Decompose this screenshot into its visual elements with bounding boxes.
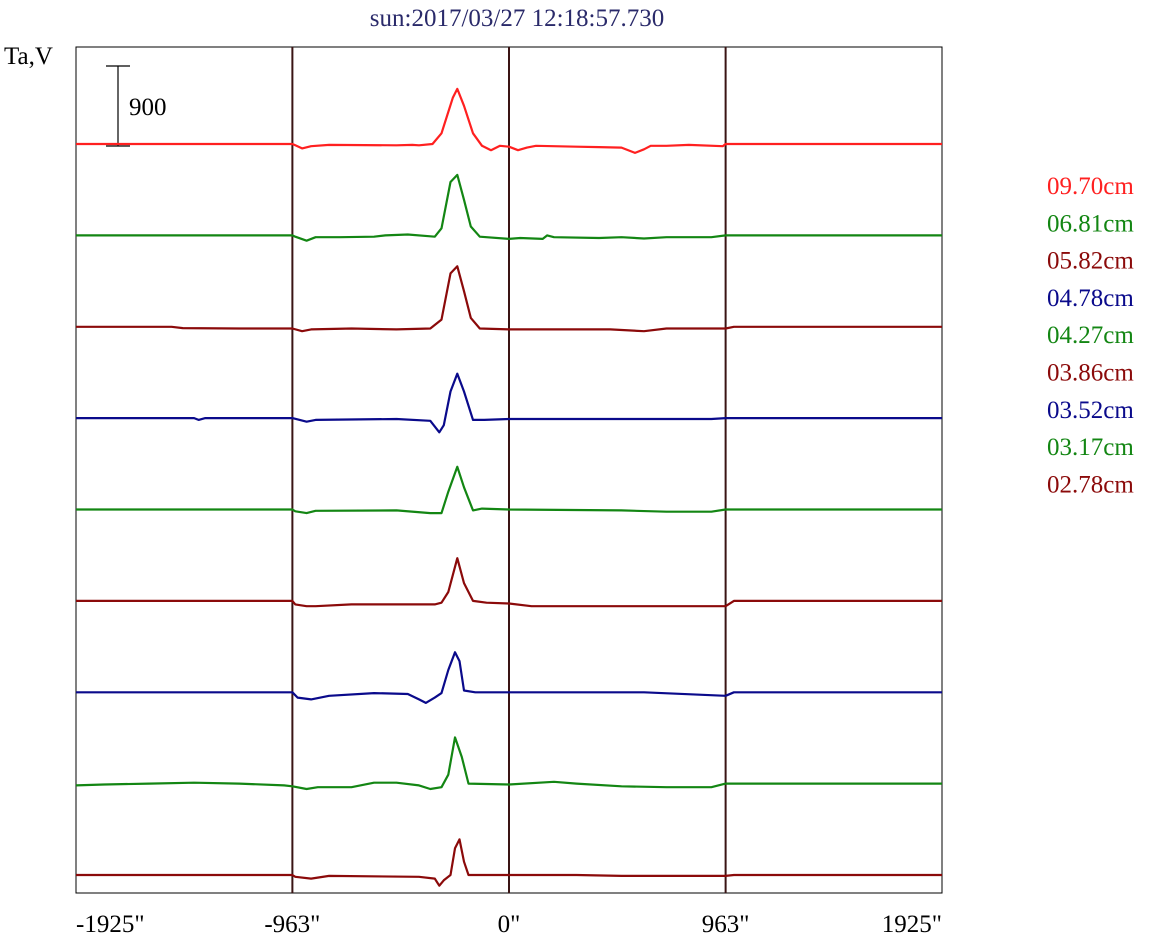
chart-title: sun:2017/03/27 12:18:57.730 [370,5,664,32]
legend-entry: 09.70cm [1047,173,1134,200]
vertical-reference-lines [291,47,727,893]
series-line-05.82cm [76,265,942,333]
series-line-04.27cm [76,465,942,515]
series-line-03.86cm [76,557,942,608]
series-line-04.78cm [76,372,942,434]
series-line-03.17cm [75,736,942,791]
legend-entry: 03.17cm [1047,434,1134,461]
scale-bar: 900 [106,65,167,147]
y-axis-label: Ta,V [4,43,53,70]
series-line-03.52cm [76,651,942,704]
legend-entry: 06.81cm [1047,210,1134,237]
legend-entry: 03.86cm [1047,360,1134,387]
x-tick-label: 1925" [882,911,942,938]
legend-entry: 05.82cm [1047,248,1134,275]
series-group [75,87,942,887]
x-tick-label: -1925" [76,911,145,938]
legend-entry: 04.78cm [1047,285,1134,312]
legend-entry: 04.27cm [1047,322,1134,349]
x-tick-label: 963" [702,911,750,938]
scale-bar-label: 900 [129,94,167,121]
legend-entry: 02.78cm [1047,471,1134,498]
x-tick-label: -963" [264,911,320,938]
x-tick-label: 0" [498,911,521,938]
x-tick-labels: -1925" -963" 0" 963" 1925" [76,911,942,938]
series-line-09.70cm [76,87,942,154]
legend: 09.70cm 06.81cm 05.82cm 04.78cm 04.27cm 03.86… [1047,173,1134,498]
series-line-06.81cm [76,173,942,242]
series-line-02.78cm [76,838,942,887]
legend-entry: 03.52cm [1047,397,1134,424]
